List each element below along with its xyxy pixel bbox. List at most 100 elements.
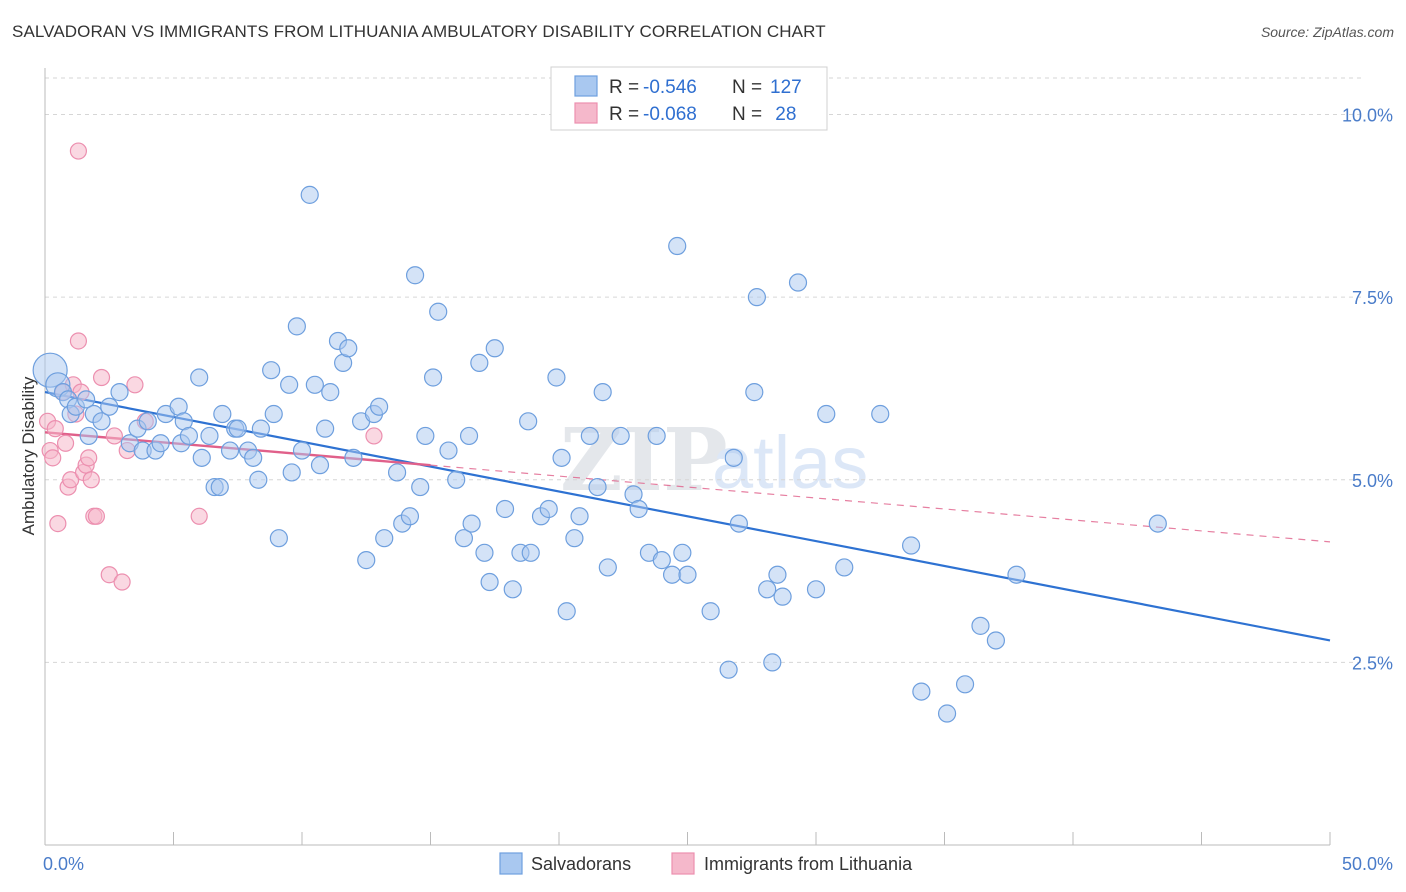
data-point-salvadorans: [955, 675, 975, 694]
watermark-zip: ZIP: [560, 410, 728, 511]
data-point-salvadorans: [244, 448, 263, 467]
data-point-salvadorans: [321, 383, 340, 402]
data-point-salvadorans: [316, 419, 335, 438]
stats-legend-r-label-1: R =: [609, 77, 639, 98]
data-point-salvadorans: [719, 660, 738, 679]
stats-legend-n-label-2: N =: [732, 104, 762, 125]
data-point-salvadorans: [539, 499, 558, 519]
data-point-lithuania: [190, 507, 208, 525]
data-point-salvadorans: [200, 426, 219, 446]
tick-labels: 2.5% 5.0% 7.5% 10.0% 0.0% 50.0%: [43, 106, 1393, 874]
data-point-salvadorans: [190, 368, 209, 387]
data-point-salvadorans: [228, 419, 247, 438]
series-legend-swatch-lithuania: [671, 852, 695, 875]
stats-legend-r-label-2: R =: [609, 104, 639, 125]
data-point-salvadorans: [673, 543, 692, 562]
data-point-salvadorans: [629, 499, 648, 519]
data-point-salvadorans: [287, 317, 306, 336]
data-point-salvadorans: [179, 426, 199, 446]
data-point-salvadorans: [220, 441, 240, 460]
data-point-salvadorans: [652, 551, 671, 570]
data-point-salvadorans: [901, 536, 921, 555]
watermark: ZIP atlas: [560, 410, 868, 511]
data-point-salvadorans: [251, 419, 270, 438]
data-point-salvadorans: [344, 448, 363, 467]
data-point-salvadorans: [249, 470, 268, 489]
data-point-lithuania: [126, 376, 144, 394]
data-point-salvadorans: [77, 390, 96, 409]
data-point-lithuania: [69, 332, 88, 350]
data-point-salvadorans: [611, 426, 630, 446]
data-point-salvadorans: [280, 375, 299, 394]
series-immigrants-from-lithuania: [38, 142, 383, 591]
data-point-lithuania: [46, 420, 64, 438]
data-point-salvadorans: [565, 529, 584, 548]
series-salvadorans: [32, 185, 1167, 723]
data-point-salvadorans: [462, 514, 481, 533]
data-point-salvadorans: [92, 412, 111, 431]
data-point-salvadorans: [773, 587, 792, 606]
stats-legend-n-value-2: 28: [770, 104, 796, 125]
data-point-salvadorans: [570, 507, 589, 526]
data-point-salvadorans: [557, 602, 576, 621]
data-point-salvadorans: [405, 266, 425, 285]
data-point-salvadorans: [662, 565, 682, 584]
data-point-salvadorans: [416, 426, 435, 446]
data-point-salvadorans: [521, 543, 540, 562]
data-point-salvadorans: [747, 288, 766, 307]
data-point-salvadorans: [213, 404, 232, 424]
data-point-salvadorans: [423, 368, 443, 387]
data-point-salvadorans: [429, 302, 448, 321]
data-point-salvadorans: [971, 616, 990, 635]
data-point-salvadorans: [519, 412, 538, 431]
data-point-salvadorans: [806, 580, 826, 599]
data-point-salvadorans: [758, 580, 777, 599]
gridlines: [45, 77, 1365, 663]
series-legend-swatch-salvadorans: [499, 852, 523, 875]
data-point-salvadorans: [210, 477, 229, 497]
data-point-salvadorans: [745, 383, 764, 402]
data-point-salvadorans: [763, 653, 782, 672]
data-point-salvadorans: [552, 448, 571, 467]
data-point-salvadorans: [110, 383, 129, 402]
data-point-salvadorans: [100, 397, 119, 416]
data-point-salvadorans: [480, 572, 499, 592]
data-point-salvadorans: [447, 470, 466, 489]
data-point-salvadorans: [485, 339, 504, 358]
data-point-salvadorans: [678, 565, 697, 584]
data-point-salvadorans: [305, 375, 324, 394]
data-point-lithuania: [80, 449, 98, 467]
data-point-salvadorans: [439, 441, 458, 460]
chart-title: SALVADORAN VS IMMIGRANTS FROM LITHUANIA …: [12, 22, 826, 41]
data-point-lithuania: [92, 368, 111, 387]
data-point-salvadorans: [912, 682, 931, 701]
data-point-lithuania: [69, 142, 88, 160]
data-point-salvadorans: [470, 353, 489, 372]
data-point-lithuania: [113, 573, 131, 591]
data-point-salvadorans: [503, 580, 522, 599]
data-point-salvadorans: [729, 514, 749, 533]
data-point-salvadorans: [724, 448, 743, 467]
chart-source: Source: ZipAtlas.com: [1260, 24, 1394, 40]
data-point-lithuania: [105, 427, 123, 445]
data-point-salvadorans: [264, 404, 283, 424]
y-tick-label: 5.0%: [1352, 471, 1393, 491]
stats-legend-swatch-blue: [574, 75, 598, 97]
data-point-salvadorans: [701, 602, 720, 621]
stats-legend-swatch-pink: [574, 102, 598, 124]
y-axis-title: Ambulatory Disability: [19, 376, 38, 535]
data-point-salvadorans: [459, 426, 479, 446]
data-point-salvadorans: [269, 529, 288, 548]
stats-legend-n-label-1: N =: [732, 77, 762, 98]
data-point-salvadorans: [79, 426, 98, 446]
stats-legend-r-value-1: -0.546: [643, 77, 697, 98]
data-point-lithuania: [100, 566, 118, 584]
data-point-salvadorans: [300, 185, 319, 204]
data-point-salvadorans: [387, 463, 407, 482]
series-legend-label-lithuania: Immigrants from Lithuania: [704, 854, 913, 874]
data-point-salvadorans: [668, 236, 687, 256]
data-point-lithuania: [49, 514, 67, 533]
data-point-salvadorans: [310, 456, 330, 475]
data-point-lithuania: [56, 434, 75, 452]
